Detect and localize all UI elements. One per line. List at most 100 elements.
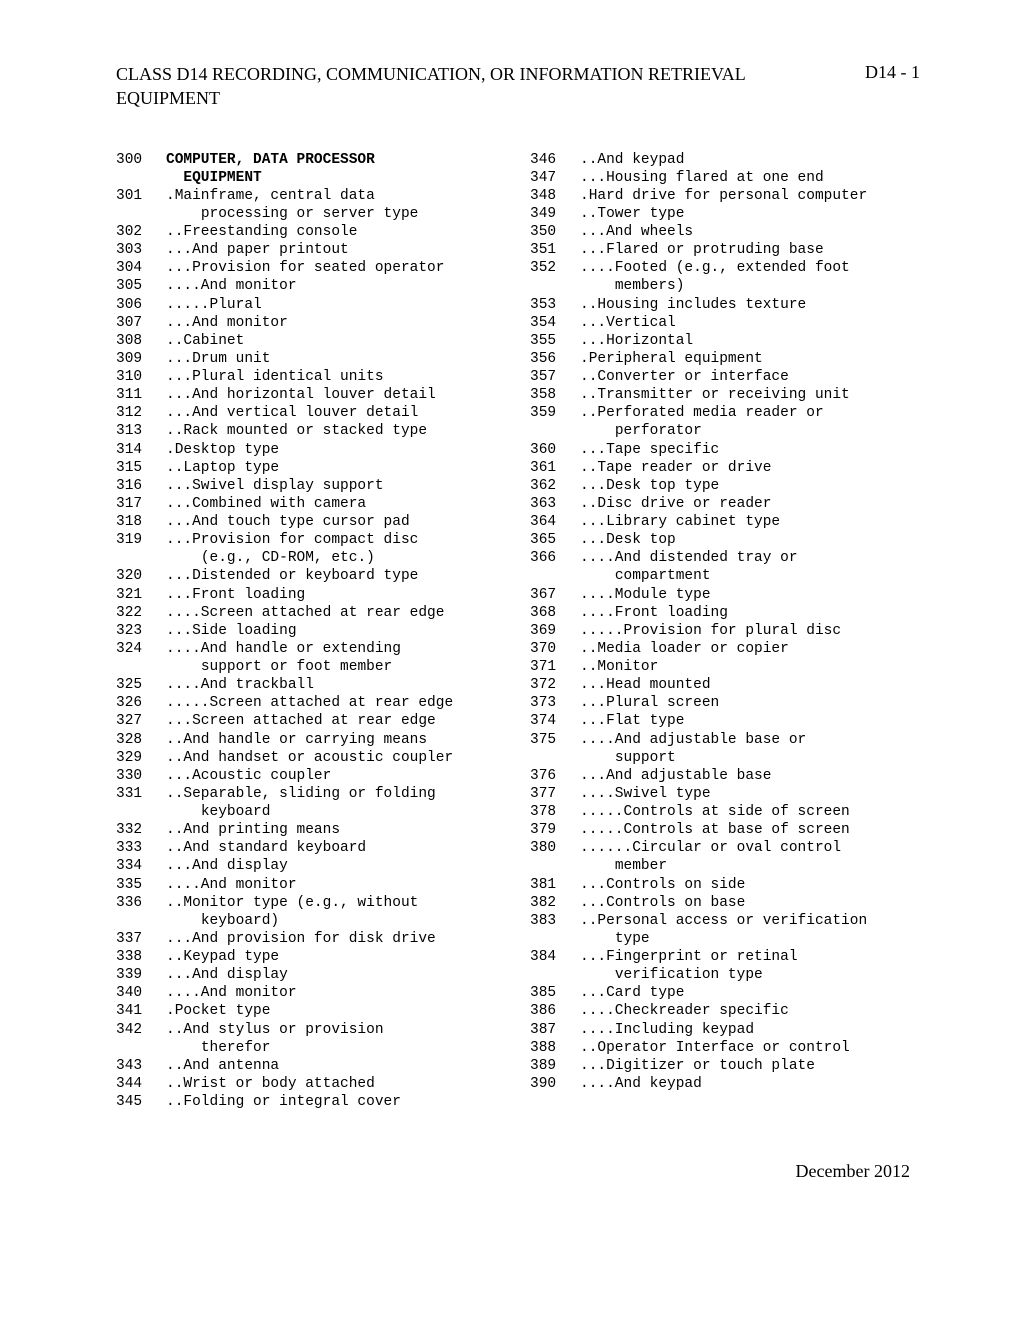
classification-entry: 337...And provision for disk drive	[116, 930, 506, 948]
entry-code: 321	[116, 586, 166, 604]
entry-description: ...Horizontal	[580, 332, 920, 350]
classification-entry: EQUIPMENT	[116, 169, 506, 187]
entry-description: ..Folding or integral cover	[166, 1093, 506, 1111]
entry-code: 334	[116, 857, 166, 875]
classification-entry: 316...Swivel display support	[116, 477, 506, 495]
entry-code: 341	[116, 1002, 166, 1020]
entry-description: ...And adjustable base	[580, 767, 920, 785]
classification-entry: 349..Tower type	[530, 205, 920, 223]
entry-code: 328	[116, 731, 166, 749]
classification-entry: 306.....Plural	[116, 296, 506, 314]
classification-entry: 371..Monitor	[530, 658, 920, 676]
entry-code: 323	[116, 622, 166, 640]
entry-description: ....And monitor	[166, 984, 506, 1002]
entry-description: ...Desk top type	[580, 477, 920, 495]
entry-description: ..And stylus or provision	[166, 1021, 506, 1039]
entry-code: 319	[116, 531, 166, 549]
classification-entry: 338..Keypad type	[116, 948, 506, 966]
entry-description: ...Flat type	[580, 712, 920, 730]
entry-description: members)	[580, 277, 920, 295]
entry-code: 387	[530, 1021, 580, 1039]
classification-entry: 335....And monitor	[116, 876, 506, 894]
entry-code: 311	[116, 386, 166, 404]
entry-description: ...Acoustic coupler	[166, 767, 506, 785]
entry-code: 374	[530, 712, 580, 730]
entry-description: ..Housing includes texture	[580, 296, 920, 314]
classification-entry: (e.g., CD-ROM, etc.)	[116, 549, 506, 567]
entry-code: 358	[530, 386, 580, 404]
entry-description: ...And horizontal louver detail	[166, 386, 506, 404]
classification-entry: 315..Laptop type	[116, 459, 506, 477]
entry-code: 326	[116, 694, 166, 712]
entry-code: 312	[116, 404, 166, 422]
entry-description: ....And monitor	[166, 277, 506, 295]
classification-entry: 379.....Controls at base of screen	[530, 821, 920, 839]
entry-code: 368	[530, 604, 580, 622]
entry-description: ...Controls on base	[580, 894, 920, 912]
classification-entry: 344..Wrist or body attached	[116, 1075, 506, 1093]
entry-description: ..Keypad type	[166, 948, 506, 966]
entry-code: 390	[530, 1075, 580, 1093]
entry-code: 362	[530, 477, 580, 495]
classification-entry: 361..Tape reader or drive	[530, 459, 920, 477]
entry-description: ..Wrist or body attached	[166, 1075, 506, 1093]
entry-description: ...Vertical	[580, 314, 920, 332]
classification-entry: 382...Controls on base	[530, 894, 920, 912]
classification-entry: 390....And keypad	[530, 1075, 920, 1093]
entry-code: 386	[530, 1002, 580, 1020]
entry-description: ..And handle or carrying means	[166, 731, 506, 749]
classification-entry: 346..And keypad	[530, 151, 920, 169]
entry-code: 304	[116, 259, 166, 277]
classification-entry: 347...Housing flared at one end	[530, 169, 920, 187]
classification-entry: verification type	[530, 966, 920, 984]
entry-description: ...Distended or keyboard type	[166, 567, 506, 585]
entry-description: therefor	[166, 1039, 506, 1057]
entry-code: 318	[116, 513, 166, 531]
entry-code: 369	[530, 622, 580, 640]
entry-description: ..And handset or acoustic coupler	[166, 749, 506, 767]
classification-entry: 372...Head mounted	[530, 676, 920, 694]
classification-entry: keyboard	[116, 803, 506, 821]
entry-description: ....Checkreader specific	[580, 1002, 920, 1020]
classification-entry: 383..Personal access or verification	[530, 912, 920, 930]
classification-entry: 384...Fingerprint or retinal	[530, 948, 920, 966]
entry-code: 316	[116, 477, 166, 495]
entry-description: ....Module type	[580, 586, 920, 604]
entry-description: ..And printing means	[166, 821, 506, 839]
entry-description: ..Monitor type (e.g., without	[166, 894, 506, 912]
entry-description: ..Tape reader or drive	[580, 459, 920, 477]
classification-entry: 319...Provision for compact disc	[116, 531, 506, 549]
entry-code: 363	[530, 495, 580, 513]
classification-entry: 320...Distended or keyboard type	[116, 567, 506, 585]
entry-description: ..Cabinet	[166, 332, 506, 350]
entry-description: ...Plural screen	[580, 694, 920, 712]
entry-code: 342	[116, 1021, 166, 1039]
entry-description: ...And paper printout	[166, 241, 506, 259]
entry-description: support or foot member	[166, 658, 506, 676]
entry-code: 366	[530, 549, 580, 567]
entry-code: 338	[116, 948, 166, 966]
entry-code: 345	[116, 1093, 166, 1111]
entry-description: type	[580, 930, 920, 948]
entry-description: ...Side loading	[166, 622, 506, 640]
entry-description: .Mainframe, central data	[166, 187, 506, 205]
entry-code: 365	[530, 531, 580, 549]
classification-entry: type	[530, 930, 920, 948]
classification-entry: 358..Transmitter or receiving unit	[530, 386, 920, 404]
entry-description: ..Media loader or copier	[580, 640, 920, 658]
entry-description: ...Desk top	[580, 531, 920, 549]
entry-code: 343	[116, 1057, 166, 1075]
classification-entry: 331..Separable, sliding or folding	[116, 785, 506, 803]
entry-description: member	[580, 857, 920, 875]
entry-code: 360	[530, 441, 580, 459]
entry-description: ....Screen attached at rear edge	[166, 604, 506, 622]
entry-description: ...And display	[166, 966, 506, 984]
classification-entry: 311...And horizontal louver detail	[116, 386, 506, 404]
classification-entry: 307...And monitor	[116, 314, 506, 332]
entry-description: ...Plural identical units	[166, 368, 506, 386]
entry-code: 353	[530, 296, 580, 314]
entry-description: ..Converter or interface	[580, 368, 920, 386]
entry-description: ....And distended tray or	[580, 549, 920, 567]
entry-description: ...Housing flared at one end	[580, 169, 920, 187]
entry-description: .Hard drive for personal computer	[580, 187, 920, 205]
